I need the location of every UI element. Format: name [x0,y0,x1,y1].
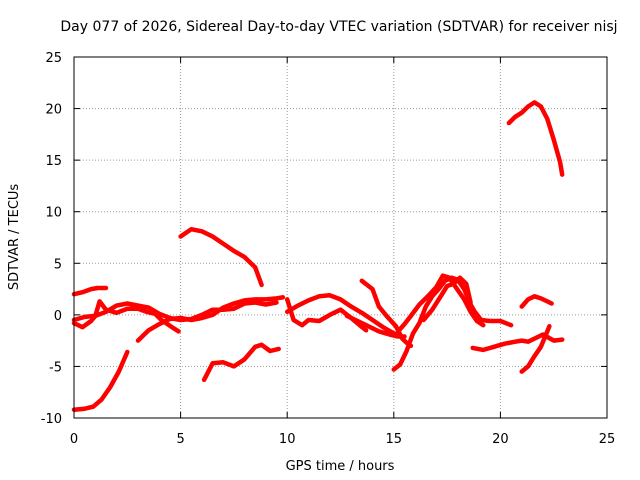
axis-ticks: 0 5 10 15 20 25 -10 -5 0 5 10 15 20 25 [41,51,616,447]
chart-title: Day 077 of 2026, Sidereal Day-to-day VTE… [60,19,617,35]
series-arc-16 [519,323,552,374]
series-arc-6 [178,226,264,288]
x-tick-label: 0 [70,432,78,447]
series-arc-12 [391,275,514,372]
series-arc-5 [135,295,286,343]
x-axis-title: GPS time / hours [286,459,395,474]
series-arc-2 [71,285,109,297]
series-arc-7 [201,342,281,383]
data-series [71,100,565,412]
y-axis-title: SDTVAR / TECUs [7,184,22,291]
y-tick-label: 20 [45,103,62,118]
x-tick-label: 25 [599,432,616,447]
series-arc-15 [470,332,565,353]
series-arc-3 [71,299,181,334]
plot-frame [73,56,608,419]
y-tick-label: 0 [54,309,62,324]
y-tick-label: 15 [45,154,62,169]
y-tick-label: 5 [54,257,62,272]
series-arc-18 [506,100,565,177]
y-tick-label: 25 [45,51,62,66]
series-arc-17 [519,294,554,309]
series-arc-10 [359,278,414,349]
grid [74,57,607,418]
series-arc-13 [395,273,486,334]
x-tick-label: 15 [386,432,403,447]
series-arc-14 [421,275,473,323]
series-arc-1 [71,349,130,412]
x-tick-label: 5 [176,432,184,447]
series-arc-9 [284,293,403,338]
y-tick-label: -5 [49,360,62,375]
y-tick-label: -10 [41,412,62,427]
x-tick-label: 20 [492,432,509,447]
x-tick-label: 10 [279,432,296,447]
series-arc-11 [344,313,407,339]
y-tick-label: 10 [45,206,62,221]
